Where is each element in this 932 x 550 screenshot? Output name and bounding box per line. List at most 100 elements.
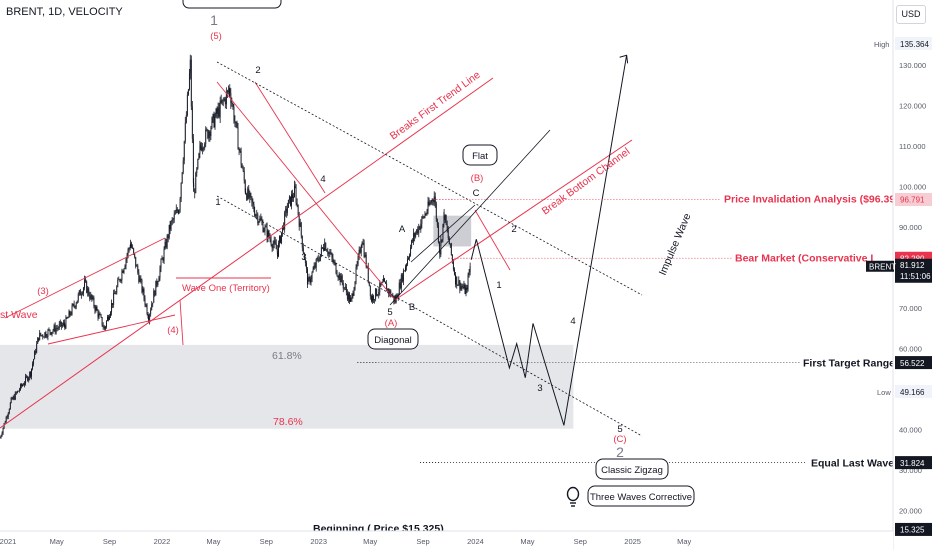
candle-body [6, 416, 8, 418]
candle-body [278, 243, 279, 257]
lightbulb-icon [566, 486, 580, 507]
candle-body [176, 209, 178, 212]
x-tick-8: Sep [416, 537, 429, 546]
x-tick-12: 2025 [624, 537, 641, 546]
wave-label-5: 1 [215, 197, 220, 208]
candle-body [355, 267, 357, 282]
callout-diagonal: Diagonal [367, 328, 419, 350]
candle-body [443, 212, 445, 220]
candle-body [412, 240, 414, 242]
candle-body [432, 199, 434, 201]
candle-body [133, 248, 135, 254]
candle-body [34, 351, 36, 360]
candle-body [105, 320, 107, 327]
candle-body [101, 317, 103, 326]
x-tick-6: 2023 [310, 537, 327, 546]
candle-body [217, 107, 219, 114]
candle-body [72, 303, 74, 306]
candle-body [75, 303, 77, 308]
candle-body [465, 287, 467, 290]
candle-body [96, 306, 98, 311]
candle-body [258, 221, 260, 223]
candle-body [364, 254, 366, 257]
candle-body [446, 224, 448, 230]
candle-body [365, 254, 367, 268]
candle-body [61, 324, 63, 327]
candle-body [336, 273, 338, 277]
candle-body [120, 279, 122, 281]
candle-body [261, 220, 263, 223]
candle-body [414, 233, 416, 237]
candle-body [284, 212, 286, 230]
candle-body [286, 207, 288, 213]
candle-body [71, 305, 73, 315]
candle-body [52, 330, 54, 332]
candle-body [33, 359, 35, 364]
candle-body [335, 263, 337, 274]
wave-label-10: C [473, 188, 480, 199]
candle-body [5, 417, 7, 423]
price-axis: 130.000120.000110.000100.00090.00080.000… [892, 0, 932, 550]
candle-body [204, 144, 206, 148]
candle-body [219, 100, 221, 117]
candle-body [45, 332, 47, 337]
candle-body [427, 201, 429, 212]
candle-body [339, 273, 341, 283]
candle-body [433, 196, 435, 202]
candle-body [402, 270, 404, 282]
candle-body [149, 314, 151, 321]
wave-label-9: B [409, 302, 415, 313]
candle-body [51, 331, 53, 335]
candle-body [387, 288, 389, 292]
candle-body [252, 202, 254, 205]
candle-body [439, 251, 441, 255]
candle-body [31, 368, 32, 377]
candle-body [53, 325, 55, 331]
candle-body [274, 240, 276, 244]
candle-body [79, 290, 81, 296]
price-badge-text-4: 15.325 [900, 526, 925, 535]
candle-body [112, 303, 114, 305]
candle-body [232, 104, 234, 107]
candle-body [43, 336, 45, 338]
wave-label-11: (B) [471, 173, 484, 184]
candle-body [236, 121, 238, 128]
currency-button[interactable]: USD [896, 5, 926, 24]
candle-body [64, 324, 66, 329]
candle-body [347, 293, 349, 300]
candle-body [242, 168, 244, 171]
candle-body [250, 193, 252, 197]
candle-body [398, 282, 400, 296]
candle-body [85, 279, 87, 282]
candle-body [124, 265, 126, 269]
callout-three-waves-box [587, 485, 695, 507]
candle-body [281, 232, 283, 243]
candle-body [372, 295, 373, 302]
candle-body [209, 131, 211, 137]
candle-body [58, 324, 60, 329]
candle-body [279, 236, 280, 244]
candle-body [434, 196, 436, 204]
candle-body [41, 335, 43, 336]
first-wave-label: st Wave [0, 309, 38, 321]
candle-body [313, 265, 315, 270]
candle-body [306, 269, 308, 285]
candle-body [165, 242, 167, 248]
candle-body [172, 219, 174, 221]
candle-body [317, 258, 319, 261]
candle-body [305, 263, 307, 270]
candle-body [277, 251, 278, 257]
candle-body [144, 298, 146, 305]
wave-label-14: 3 [537, 383, 542, 394]
candle-body [328, 252, 330, 254]
candle-body [461, 285, 463, 287]
candle-body [295, 187, 297, 203]
candle-body [129, 247, 131, 249]
candle-body [341, 275, 343, 283]
candle-body [445, 215, 447, 225]
last-price-text: 81.912 [900, 261, 925, 270]
candle-body [380, 283, 382, 286]
candle-body [283, 225, 285, 230]
